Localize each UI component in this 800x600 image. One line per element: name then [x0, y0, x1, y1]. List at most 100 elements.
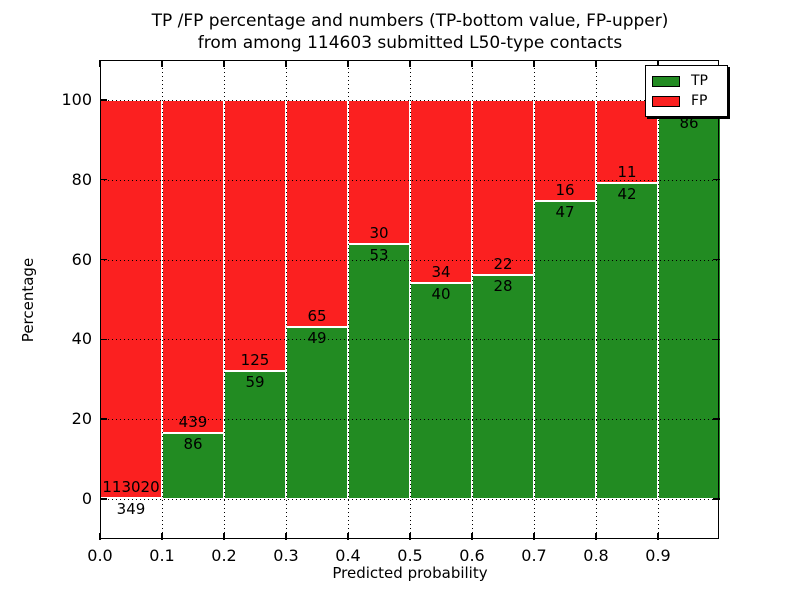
y-tick-mark: [100, 498, 107, 500]
tp-value-label: 47: [555, 203, 575, 222]
y-tick-mark: [100, 418, 107, 420]
x-tick-mark: [471, 533, 473, 540]
tp-bar-segment: [348, 243, 410, 499]
fp-value-label: 125: [240, 350, 270, 369]
x-tick-label: 0.2: [211, 546, 237, 565]
v-gridline: [224, 60, 225, 540]
x-tick-mark: [657, 533, 659, 540]
bar-seam: [286, 326, 348, 329]
tp-value-label: 349: [116, 499, 146, 518]
x-tick-label: 0.5: [397, 546, 423, 565]
x-tick-mark-top: [285, 60, 287, 67]
y-tick-label: 100: [61, 89, 92, 109]
tp-bar-segment: [410, 283, 472, 499]
x-tick-mark: [533, 533, 535, 540]
fp-value-label: 16: [555, 181, 575, 200]
x-tick-mark-top: [657, 60, 659, 67]
v-gridline: [534, 60, 535, 540]
x-axis-label: Predicted probability: [332, 564, 488, 582]
tp-bar-segment: [596, 182, 658, 499]
x-tick-mark: [595, 533, 597, 540]
tp-value-label: 49: [307, 329, 327, 348]
fp-bar-segment: [286, 99, 348, 328]
tp-value-label: 53: [369, 245, 389, 264]
y-tick-label: 40: [71, 329, 92, 349]
x-tick-label: 0.9: [645, 546, 671, 565]
fp-value-label: 11: [617, 162, 637, 181]
v-gridline: [348, 60, 349, 540]
x-tick-mark-top: [409, 60, 411, 67]
tp-bar-segment: [286, 327, 348, 499]
bar-seam: [596, 181, 658, 184]
fp-bar-segment: [410, 99, 472, 284]
x-tick-mark: [223, 533, 225, 540]
bar-seam: [410, 282, 472, 285]
x-tick-mark: [161, 533, 163, 540]
fp-value-label: 113020: [102, 477, 160, 496]
legend-item-fp: FP: [652, 91, 721, 111]
x-tick-mark-top: [471, 60, 473, 67]
y-tick-label: 80: [71, 169, 92, 189]
x-tick-label: 0.3: [273, 546, 299, 565]
fp-swatch: [652, 95, 680, 107]
x-tick-mark-top: [99, 60, 101, 67]
fp-value-label: 65: [307, 307, 327, 326]
v-gridline: [472, 60, 473, 540]
x-tick-mark-top: [595, 60, 597, 67]
tp-bar-segment: [658, 111, 720, 499]
v-gridline: [410, 60, 411, 540]
tp-bar-segment: [472, 275, 534, 499]
x-tick-label: 0.8: [583, 546, 609, 565]
v-gridline: [162, 60, 163, 540]
bar-seam: [100, 496, 162, 499]
x-tick-label: 0.7: [521, 546, 547, 565]
x-tick-label: 0.4: [335, 546, 361, 565]
fp-bar-segment: [162, 99, 224, 434]
fp-value-label: 22: [493, 255, 513, 274]
y-tick-label: 20: [71, 409, 92, 429]
y-tick-mark: [100, 338, 107, 341]
bar-seam: [534, 200, 596, 203]
y-tick-mark-right: [713, 338, 720, 341]
bar-seam: [472, 274, 534, 277]
tp-bar-segment: [224, 370, 286, 499]
x-tick-mark: [409, 533, 411, 540]
bar-seam: [348, 242, 410, 245]
x-tick-mark-top: [347, 60, 349, 67]
legend-label-fp: FP: [691, 93, 708, 109]
fp-bar-segment: [224, 99, 286, 371]
fp-value-label: 30: [369, 223, 389, 242]
tp-value-label: 86: [679, 113, 699, 132]
tp-value-label: 59: [245, 372, 265, 391]
chart-title-line2: from among 114603 submitted L50-type con…: [197, 33, 623, 53]
x-tick-label: 0.6: [459, 546, 485, 565]
tp-value-label: 42: [617, 184, 637, 203]
x-tick-mark: [99, 533, 101, 540]
v-gridline: [596, 60, 597, 540]
x-tick-label: 0.0: [87, 546, 113, 565]
fp-bar-segment: [100, 99, 162, 498]
y-tick-mark: [100, 99, 107, 101]
x-tick-label: 0.1: [149, 546, 175, 565]
tp-value-label: 86: [183, 435, 203, 454]
chart-title-line1: TP /FP percentage and numbers (TP-bottom…: [151, 11, 669, 31]
bar-seam: [162, 432, 224, 435]
tp-bar-segment: [162, 433, 224, 499]
fp-value-label: 34: [431, 263, 451, 282]
tp-swatch: [652, 75, 680, 87]
y-tick-mark: [100, 258, 107, 261]
legend-item-tp: TP: [652, 71, 721, 91]
x-tick-mark-top: [533, 60, 535, 67]
legend: TP FP: [645, 65, 728, 117]
x-tick-mark: [285, 533, 287, 540]
v-gridline: [286, 60, 287, 540]
plot-area: 113020 349 439 86 125 59 65 49 30 53 34 40 22 28 16 47 1…: [99, 60, 720, 540]
x-tick-mark-top: [223, 60, 225, 67]
fp-bar-segment: [472, 99, 534, 276]
tp-value-label: 28: [493, 277, 513, 296]
tp-value-label: 40: [431, 285, 451, 304]
x-tick-mark-top: [161, 60, 163, 67]
x-tick-mark: [347, 533, 349, 540]
y-tick-mark-right: [713, 178, 720, 181]
